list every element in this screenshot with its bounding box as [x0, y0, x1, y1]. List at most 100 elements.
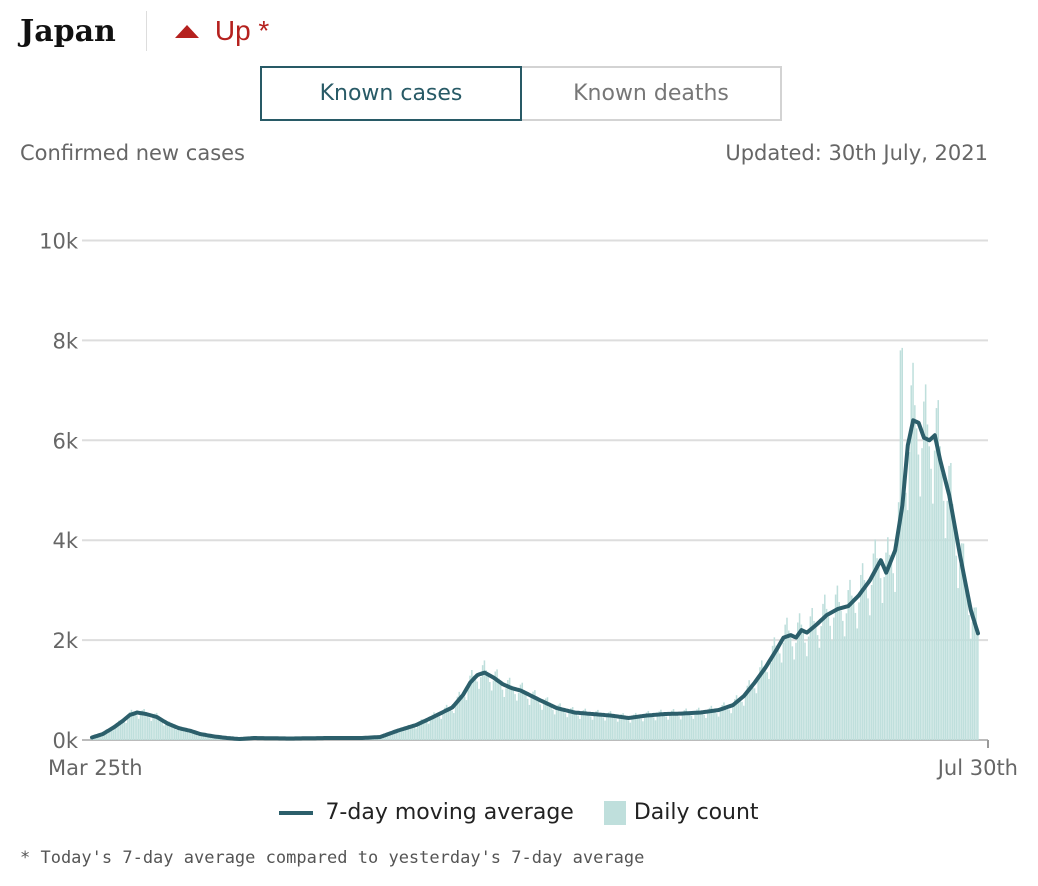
legend-line-swatch	[279, 810, 314, 815]
daily-bar	[548, 702, 551, 740]
daily-bar	[845, 613, 848, 740]
daily-bar	[200, 735, 203, 740]
daily-bar	[908, 452, 911, 740]
trend-label: Up *	[214, 15, 270, 46]
y-tick-label: 0k	[52, 729, 78, 753]
daily-bar	[127, 717, 129, 740]
daily-bar	[146, 715, 149, 740]
daily-bar	[692, 718, 695, 740]
daily-bar	[602, 717, 605, 740]
daily-bar	[458, 691, 460, 740]
daily-bar	[750, 684, 752, 740]
daily-bar	[977, 628, 979, 740]
daily-bar	[175, 730, 178, 740]
daily-bar	[624, 716, 626, 740]
daily-bar	[766, 672, 768, 740]
daily-bar	[390, 734, 392, 740]
daily-bar	[923, 401, 925, 740]
tab-known-deaths[interactable]: Known deaths	[522, 66, 782, 121]
daily-bar	[424, 721, 426, 740]
daily-bar	[670, 710, 673, 740]
daily-bar	[816, 635, 819, 740]
y-tick-label: 4k	[52, 529, 78, 553]
daily-bar	[863, 580, 866, 740]
daily-bar	[422, 720, 424, 740]
daily-bar	[800, 624, 803, 740]
daily-bar	[870, 584, 873, 740]
daily-bar	[402, 731, 405, 740]
daily-bar	[535, 696, 538, 740]
daily-bar	[184, 729, 187, 740]
daily-bar	[209, 735, 212, 740]
daily-bar	[154, 713, 156, 740]
daily-bar	[182, 728, 185, 740]
daily-bar	[586, 712, 588, 740]
daily-bar	[145, 712, 147, 740]
daily-bar	[498, 678, 500, 740]
daily-bar	[645, 712, 648, 740]
daily-bar	[168, 721, 171, 740]
daily-bar	[917, 454, 920, 740]
daily-bar	[710, 705, 713, 740]
daily-bar	[829, 625, 831, 740]
daily-bar	[753, 688, 756, 740]
daily-bar	[770, 662, 772, 740]
daily-bar	[580, 714, 583, 740]
daily-bar	[953, 529, 956, 740]
daily-bar	[717, 716, 720, 740]
daily-bar	[649, 713, 651, 740]
daily-bar	[519, 684, 522, 740]
daily-bar	[935, 408, 938, 740]
daily-bar	[861, 563, 864, 740]
daily-bar	[191, 730, 194, 740]
daily-bar	[467, 688, 470, 740]
daily-bar	[202, 734, 205, 740]
daily-bar	[681, 714, 684, 740]
daily-bar	[802, 633, 804, 740]
tab-known-cases[interactable]: Known cases	[260, 66, 522, 121]
daily-bar	[878, 567, 880, 740]
daily-bar	[611, 714, 614, 740]
daily-bar	[384, 734, 387, 740]
daily-bar	[415, 728, 417, 740]
daily-bar	[462, 695, 464, 740]
daily-bar	[406, 726, 408, 740]
daily-bar	[555, 709, 558, 740]
daily-bar	[155, 712, 158, 740]
daily-bar	[757, 680, 759, 740]
daily-bar	[478, 688, 480, 740]
daily-bar	[571, 707, 574, 740]
daily-bar	[784, 624, 786, 740]
daily-bar	[589, 716, 592, 740]
daily-bar	[694, 714, 696, 740]
daily-bar	[566, 717, 569, 740]
daily-bar	[874, 539, 876, 740]
daily-bar	[199, 734, 201, 740]
daily-bar	[613, 716, 615, 740]
daily-bar	[429, 719, 432, 740]
daily-bar	[840, 610, 842, 740]
daily-bar	[896, 549, 898, 740]
daily-bar	[941, 472, 943, 740]
daily-bar	[831, 640, 833, 740]
daily-bar	[777, 648, 779, 740]
daily-bar	[744, 696, 747, 740]
daily-bar	[528, 704, 531, 740]
daily-bar	[100, 735, 102, 740]
daily-bar	[600, 715, 603, 740]
daily-bar	[885, 552, 887, 740]
daily-bar	[951, 503, 954, 740]
daily-bar	[148, 717, 151, 740]
daily-bar	[483, 660, 486, 740]
daily-bar	[890, 562, 893, 740]
daily-bar	[966, 594, 968, 740]
daily-bar	[687, 711, 689, 740]
up-triangle-icon	[174, 24, 199, 38]
daily-bar	[771, 645, 774, 740]
daily-bar	[116, 723, 118, 740]
daily-bar	[433, 712, 435, 740]
daily-bar	[926, 424, 929, 740]
daily-bar	[436, 715, 439, 740]
daily-bar	[946, 500, 949, 740]
daily-bar	[597, 709, 599, 740]
